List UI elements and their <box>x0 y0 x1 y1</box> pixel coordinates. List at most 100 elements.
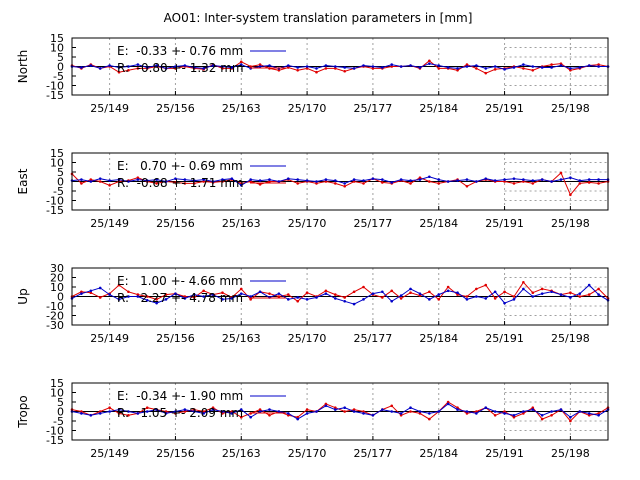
data-point-E <box>418 66 422 69</box>
panel-east: 25/149 25/156 25/163 25/170 25/177 25/184 25/1… <box>16 147 610 230</box>
data-point-R <box>512 415 516 419</box>
data-point-E <box>531 179 535 182</box>
legend-label-E: E: -0.34 +- 1.90 mm <box>117 389 243 403</box>
series-line-E <box>71 63 608 70</box>
x-tick-label: 25/191 <box>485 332 524 345</box>
x-tick-label: 25/149 <box>90 447 129 460</box>
plot-frame <box>71 267 609 326</box>
data-point-E <box>277 292 281 295</box>
data-point-E <box>117 178 121 181</box>
x-tick-label: 25/156 <box>156 332 195 345</box>
data-point-R <box>211 406 215 410</box>
data-point-E <box>192 179 196 182</box>
data-point-E <box>484 297 488 300</box>
data-point-R <box>136 176 140 179</box>
data-point-E <box>522 410 525 413</box>
data-point-E <box>540 66 544 69</box>
data-point-R <box>174 412 177 415</box>
data-point-R <box>465 412 469 415</box>
data-point-R <box>512 182 516 185</box>
data-point-E <box>362 298 365 301</box>
data-point-R <box>117 180 121 183</box>
data-point-R <box>569 291 572 295</box>
data-point-R <box>268 414 271 417</box>
data-point-E <box>493 410 497 413</box>
data-point-E <box>512 414 516 417</box>
data-point-E <box>108 410 111 413</box>
data-point-E <box>569 67 572 70</box>
data-point-R <box>286 414 290 417</box>
data-point-E <box>155 408 158 411</box>
y-tick-label: -15 <box>46 204 64 217</box>
data-point-E <box>475 412 478 415</box>
data-point-E <box>418 410 422 413</box>
data-point-E <box>136 63 140 66</box>
data-point-E <box>587 64 591 67</box>
data-point-R <box>390 404 394 408</box>
data-point-E <box>315 296 318 299</box>
y-tick-label: 15 <box>50 377 64 390</box>
data-point-R <box>559 62 563 65</box>
data-point-E <box>550 66 553 69</box>
y-tick-label: -20 <box>46 310 64 323</box>
data-point-R <box>418 176 422 179</box>
data-point-E <box>183 408 187 411</box>
data-point-E <box>174 292 177 295</box>
data-point-E <box>136 412 140 415</box>
legend-label-E: E: 1.00 +- 4.66 mm <box>117 274 243 288</box>
data-point-R <box>258 183 262 186</box>
data-point-R <box>597 63 600 66</box>
y-tick-label: -5 <box>53 415 64 428</box>
y-axis-label: Tropo <box>16 395 30 429</box>
data-point-R <box>333 67 337 70</box>
x-tick-label: 25/163 <box>222 447 261 460</box>
x-tick-label: 25/177 <box>354 102 393 115</box>
data-point-E <box>390 63 394 66</box>
data-point-E <box>286 177 290 180</box>
data-point-R <box>437 182 441 185</box>
data-point-R <box>268 292 271 295</box>
data-point-E <box>409 406 412 410</box>
x-tick-label: 25/198 <box>551 447 590 460</box>
data-point-R <box>239 60 243 64</box>
data-point-R <box>239 182 243 185</box>
data-point-R <box>324 289 328 293</box>
data-point-E <box>230 66 234 69</box>
data-point-E <box>164 298 168 301</box>
data-point-R <box>145 295 149 298</box>
data-point-R <box>174 181 177 184</box>
data-point-R <box>465 184 469 188</box>
data-point-R <box>569 69 572 72</box>
data-point-E <box>362 179 365 182</box>
data-point-R <box>352 408 356 411</box>
data-point-R <box>465 63 469 66</box>
data-point-R <box>597 287 600 291</box>
data-point-E <box>98 67 102 70</box>
data-point-R <box>559 171 563 175</box>
data-point-E <box>89 289 93 293</box>
data-point-E <box>80 178 83 181</box>
data-point-E <box>286 64 290 67</box>
data-point-E <box>164 67 168 70</box>
data-point-E <box>286 412 290 415</box>
data-point-E <box>437 293 441 296</box>
data-point-E <box>211 64 215 67</box>
data-point-R <box>221 180 224 183</box>
data-point-E <box>531 295 535 298</box>
data-point-E <box>230 412 234 415</box>
data-point-R <box>98 180 102 183</box>
data-point-E <box>80 412 83 415</box>
series-line-E <box>71 284 609 305</box>
data-point-E <box>418 292 422 295</box>
data-point-E <box>381 408 384 411</box>
x-tick-label: 25/170 <box>288 217 327 230</box>
data-point-E <box>324 178 328 181</box>
data-point-E <box>80 292 83 295</box>
data-point-R <box>305 408 309 411</box>
legend-label-R: R: -0.68 +- 1.71 mm <box>117 176 244 190</box>
data-point-E <box>493 179 497 182</box>
y-tick-label: 5 <box>57 51 64 64</box>
data-point-E <box>531 408 535 411</box>
panel-north: 25/149 25/156 25/163 25/170 25/177 25/184 25/1… <box>16 32 610 115</box>
data-point-E <box>540 178 544 181</box>
